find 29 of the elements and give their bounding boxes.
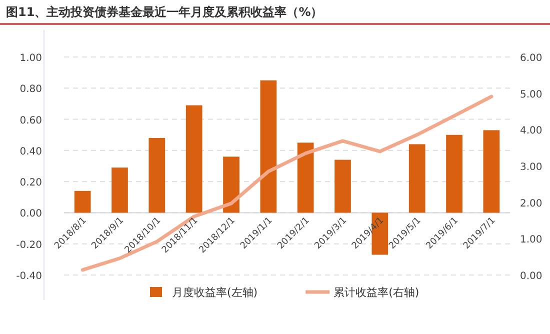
y-tick-label: -0.20	[16, 240, 42, 251]
y-tick-label: 0.20	[20, 178, 42, 189]
y2-tick-label: 3.00	[520, 162, 542, 173]
y2-tick-label: 1.00	[520, 234, 542, 246]
bar	[334, 160, 351, 213]
y2-tick-label: 0.00	[520, 271, 542, 282]
y-tick-label: -0.40	[16, 271, 42, 282]
bar	[446, 134, 462, 213]
y-tick-label: 1.00	[20, 53, 42, 64]
bar	[148, 138, 166, 213]
bar	[297, 142, 314, 213]
y2-tick-label: 6.00	[520, 53, 542, 64]
bar	[223, 156, 240, 213]
y2-tick-label: 4.00	[520, 126, 542, 137]
bar	[483, 130, 500, 213]
legend-label: 累计收益率(右轴)	[334, 286, 420, 299]
bar	[74, 190, 91, 213]
y-tick-label: 0.60	[20, 115, 42, 126]
bar	[186, 105, 202, 213]
chart-title: 图11、主动投资债券基金最近一年月度及累积收益率（%）	[6, 5, 323, 19]
y2-tick-label: 2.00	[520, 198, 542, 210]
bar	[112, 168, 128, 213]
y-tick-label: 0.80	[20, 84, 42, 96]
y2-tick-label: 5.00	[520, 89, 542, 100]
y-tick-label: 0.40	[20, 146, 42, 158]
bar	[408, 144, 426, 213]
bar	[260, 80, 277, 213]
y-tick-label: 0.00	[20, 208, 42, 220]
legend-label: 月度收益率(左轴)	[172, 286, 258, 299]
